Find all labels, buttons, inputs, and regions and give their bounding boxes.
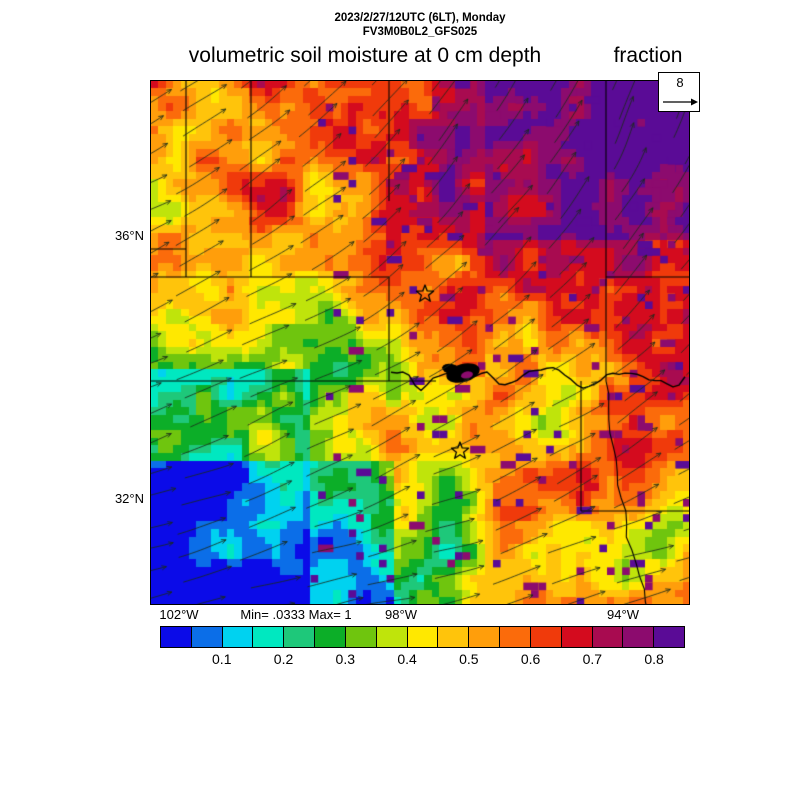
colorbar-tick-0.4: 0.4 bbox=[397, 651, 417, 667]
colorbar-swatch-13[interactable] bbox=[561, 627, 593, 647]
chart-header: 2023/2/27/12UTC (6LT), Monday FV3M0B0L2_… bbox=[0, 0, 800, 80]
colorbar-swatch-2[interactable] bbox=[222, 627, 254, 647]
right-arrow-icon bbox=[663, 98, 698, 106]
colorbar-swatch-4[interactable] bbox=[284, 627, 316, 647]
colorbar-swatch-5[interactable] bbox=[315, 627, 346, 647]
colorbar-tick-0.8: 0.8 bbox=[644, 651, 664, 667]
colorbar-swatch-16[interactable] bbox=[654, 627, 685, 647]
colorbar-tick-0.3: 0.3 bbox=[335, 651, 356, 667]
colorbar-swatch-12[interactable] bbox=[530, 627, 562, 647]
minmax-stats-label: Min= .0333 Max= 1 bbox=[240, 607, 352, 622]
colorbar-tick-0.6: 0.6 bbox=[520, 651, 541, 667]
colorbar-swatch-7[interactable] bbox=[376, 627, 408, 647]
datetime-label: 2023/2/27/12UTC (6LT), Monday bbox=[334, 12, 506, 24]
colorbar-swatch-14[interactable] bbox=[592, 627, 624, 647]
colorbar-swatch-6[interactable] bbox=[345, 627, 377, 647]
soil-moisture-heatmap[interactable] bbox=[151, 81, 689, 604]
colorbar-swatch-15[interactable] bbox=[623, 627, 655, 647]
map-panel[interactable] bbox=[150, 80, 690, 605]
page-title: volumetric soil moisture at 0 cm depth bbox=[188, 44, 542, 67]
colorbar-swatch-1[interactable] bbox=[191, 627, 223, 647]
subtitle-block: 2023/2/27/12UTC (6LT), Monday FV3M0B0L2_… bbox=[150, 12, 690, 39]
colorbar-swatch-0[interactable] bbox=[161, 627, 192, 647]
lon-tick-98w: 98°W bbox=[385, 607, 417, 622]
model-label: FV3M0B0L2_GFS025 bbox=[362, 25, 478, 38]
lon-tick-102w: 102°W bbox=[159, 607, 199, 622]
colorbar-tick-0.1: 0.1 bbox=[212, 651, 232, 667]
colorbar-tick-labels: 0.1 0.2 0.3 0.4 0.5 0.6 0.7 0.8 bbox=[160, 650, 685, 668]
lat-tick-32n: 32°N bbox=[114, 491, 144, 506]
colorbar-swatch-10[interactable] bbox=[469, 627, 501, 647]
colorbar-swatch-9[interactable] bbox=[438, 627, 470, 647]
colorbar-tick-0.7: 0.7 bbox=[582, 651, 603, 667]
wind-vector-key: 8 bbox=[658, 72, 700, 112]
lon-tick-94w: 94°W bbox=[607, 607, 639, 622]
colorbar-swatch-11[interactable] bbox=[500, 627, 531, 647]
colorbar[interactable] bbox=[160, 626, 685, 648]
colorbar-swatch-8[interactable] bbox=[407, 627, 439, 647]
wind-vector-key-value: 8 bbox=[676, 75, 684, 90]
units-label: fraction bbox=[613, 44, 683, 67]
colorbar-tick-0.2: 0.2 bbox=[273, 651, 294, 667]
colorbar-swatch-3[interactable] bbox=[253, 627, 285, 647]
colorbar-tick-0.5: 0.5 bbox=[459, 651, 479, 667]
lat-tick-36n: 36°N bbox=[114, 228, 144, 243]
